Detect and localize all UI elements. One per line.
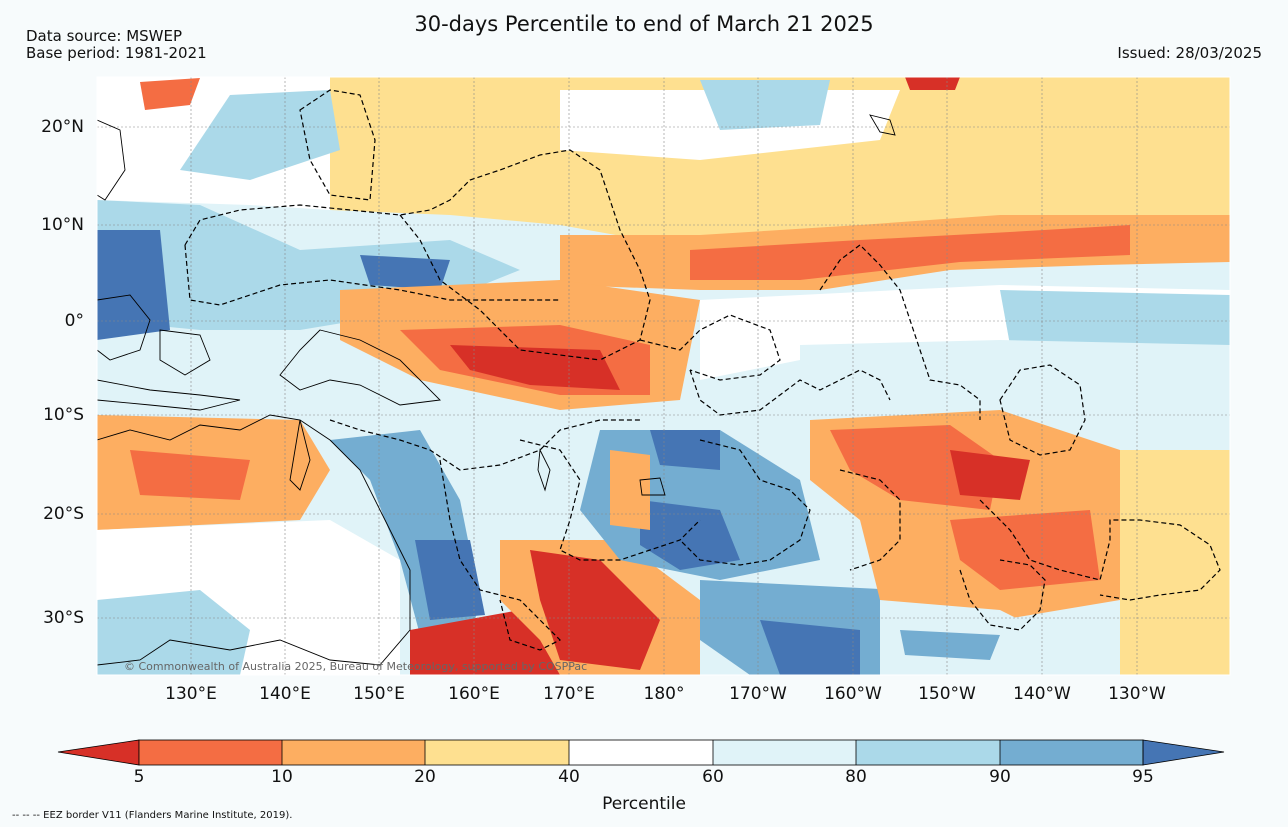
eez-footnote: -- -- -- EEZ border V11 (Flanders Marine… xyxy=(12,810,293,821)
lat-label: 20°N xyxy=(41,117,84,137)
lat-label: 0° xyxy=(64,311,84,331)
colorbar-tick-label: 40 xyxy=(558,767,580,787)
lon-label: 140°E xyxy=(259,684,311,704)
colorbar-bin-80-90 xyxy=(856,740,1000,765)
lon-label: 170°E xyxy=(543,684,595,704)
data-source-label: Data source: MSWEP xyxy=(26,27,183,45)
colorbar-tick-label: 10 xyxy=(271,767,293,787)
copyright-credit: © Commonwealth of Australia 2025, Bureau… xyxy=(124,660,588,673)
colorbar xyxy=(57,739,1225,766)
colorbar-bin-10-20 xyxy=(282,740,425,765)
colorbar-tick-label: 60 xyxy=(702,767,724,787)
lon-label: 160°W xyxy=(824,684,882,704)
map-title: 30-days Percentile to end of March 21 20… xyxy=(414,12,874,36)
colorbar-tick-label: 20 xyxy=(414,767,436,787)
colorbar-bin-5-10 xyxy=(139,740,282,765)
colorbar-tick-label: 80 xyxy=(845,767,867,787)
percentile-field xyxy=(97,77,1230,675)
colorbar-bin-20-40 xyxy=(425,740,569,765)
issued-date-label: Issued: 28/03/2025 xyxy=(1117,44,1262,62)
lon-label: 140°W xyxy=(1013,684,1071,704)
colorbar-tick-label: 95 xyxy=(1132,767,1154,787)
eez-borders xyxy=(184,89,1221,651)
lon-label: 160°E xyxy=(448,684,500,704)
colorbar-title: Percentile xyxy=(602,794,686,814)
lon-label: 130°W xyxy=(1108,684,1166,704)
coastlines xyxy=(97,114,896,666)
lon-label: 180° xyxy=(643,684,685,704)
lat-label: 30°S xyxy=(43,608,84,628)
lon-label: 150°W xyxy=(918,684,976,704)
map-frame xyxy=(96,76,1231,676)
lon-label: 130°E xyxy=(165,684,217,704)
graticule xyxy=(97,77,1230,675)
colorbar-extend-high xyxy=(1142,739,1225,766)
colorbar-extend-low xyxy=(57,739,140,766)
colorbar-tick-label: 5 xyxy=(133,767,145,787)
base-period-label: Base period: 1981-2021 xyxy=(26,44,207,62)
lon-label: 150°E xyxy=(353,684,405,704)
lon-label: 170°W xyxy=(729,684,787,704)
colorbar-bin-40-60 xyxy=(569,740,713,765)
colorbar-tick-label: 90 xyxy=(989,767,1011,787)
colorbar-bin-90-95 xyxy=(1000,740,1143,765)
lat-label: 10°S xyxy=(43,405,84,425)
lat-label: 20°S xyxy=(43,504,84,524)
colorbar-bin-60-80 xyxy=(713,740,856,765)
lat-label: 10°N xyxy=(41,215,84,235)
